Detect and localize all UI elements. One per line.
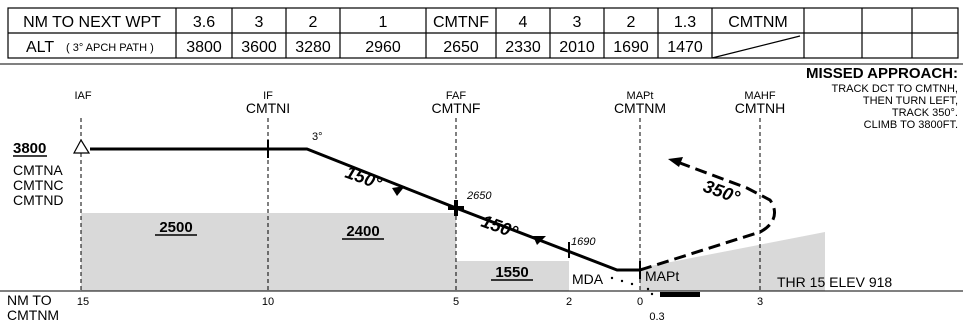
track-label-missed: 350° [701, 176, 744, 208]
direction-arrow-icon [392, 186, 405, 196]
axis-tick: 15 [77, 296, 89, 308]
table-cell: 1.3 [674, 14, 696, 31]
if-name-label: CMTNI [246, 100, 290, 116]
visual-segment-dots [610, 276, 654, 296]
missed-line: TRACK 350°. [892, 107, 958, 119]
descent-profile-line [90, 147, 640, 272]
table-row1-cells: 3.6 3 2 1 CMTNF 4 3 2 1.3 CMTNM [193, 14, 788, 31]
iaf-triangle-icon [72, 138, 91, 154]
table-cell: 1 [379, 14, 388, 31]
missed-line: THEN TURN LEFT, [863, 95, 958, 107]
table-cell: CMTNM [728, 14, 788, 31]
missed-approach-path [639, 161, 776, 272]
iaf-name: CMTNC [13, 177, 64, 193]
path-angle-label: 3° [312, 131, 323, 143]
table-cell: 2010 [559, 39, 595, 56]
table-cell: 2 [309, 14, 318, 31]
table-cell: 3 [255, 14, 264, 31]
mahf-name-label: CMTNH [735, 100, 786, 116]
minimum-altitude-b: 2400 [346, 223, 379, 240]
table-cell: 4 [519, 14, 528, 31]
axis-label-line1: NM TO [7, 292, 52, 308]
table-diagonal [711, 35, 801, 59]
threshold-elevation-label: THR 15 ELEV 918 [777, 274, 892, 290]
mapt-name-label: CMTNM [614, 100, 666, 116]
iaf-name: CMTNA [13, 162, 63, 178]
table-cell: 3.6 [193, 14, 215, 31]
missed-line: CLIMB TO 3800FT. [864, 119, 958, 131]
table-cell: 2960 [365, 39, 401, 56]
axis-label-line2: CMTNM [7, 307, 59, 323]
iaf-altitude: 3800 [13, 140, 46, 157]
axis-tick: 2 [566, 296, 572, 308]
mahf-role-label: MAHF [744, 90, 775, 102]
track-label-seg1: 150° [343, 162, 386, 194]
table-cell: 2330 [505, 39, 541, 56]
faf-altitude-label: 2650 [466, 190, 492, 202]
table-cell: 3600 [241, 39, 277, 56]
missed-approach-line [639, 161, 776, 272]
table-cell: 2 [627, 14, 636, 31]
missed-approach-instructions: TRACK DCT TO CMTNH, THEN TURN LEFT, TRAC… [831, 83, 958, 131]
mda-label: MDA [572, 271, 604, 287]
axis-tick: 0 [637, 296, 643, 308]
missed-arrow-icon [668, 157, 683, 167]
table-cell: CMTNF [433, 14, 489, 31]
runway-bar [660, 292, 700, 297]
axis-sub-tick: 0.3 [649, 311, 664, 323]
missed-line: TRACK DCT TO CMTNH, [831, 83, 958, 95]
axis-tick: 5 [453, 296, 459, 308]
table-cell: 3280 [295, 39, 331, 56]
table-cell: 2650 [443, 39, 479, 56]
iaf-role-label: IAF [74, 90, 91, 102]
mapt-label: MAPt [645, 268, 679, 284]
faf-name-label: CMTNF [432, 100, 481, 116]
iaf-name: CMTND [13, 192, 64, 208]
table-row2-label: ALT [26, 39, 54, 56]
direction-arrow-icon [533, 236, 546, 245]
terrain-block-mid [456, 261, 569, 291]
table-row2-sublabel: ( 3° APCH PATH ) [66, 42, 154, 54]
distance-altitude-table [7, 7, 959, 59]
missed-approach-title: MISSED APPROACH: [806, 65, 958, 82]
table-cell: 3800 [186, 39, 222, 56]
if-role-label: IF [263, 90, 273, 102]
faf-role-label: FAF [446, 90, 466, 102]
terrain-runway-slope [640, 232, 825, 291]
table-cell: 1690 [613, 39, 649, 56]
approach-path [90, 147, 640, 272]
stepdown-altitude-label: 1690 [571, 236, 596, 248]
axis-tick: 3 [757, 296, 763, 308]
axis-tick: 10 [262, 296, 274, 308]
table-row2-cells: 3800 3600 3280 2960 2650 2330 2010 1690 … [186, 39, 703, 56]
axis-tick-labels: 15 10 5 2 0 3 0.3 [77, 296, 763, 323]
table-cell: 1470 [667, 39, 703, 56]
faf-cross-icon [448, 200, 464, 216]
mapt-role-label: MAPt [627, 90, 654, 102]
table-cell: 3 [573, 14, 582, 31]
table-row1-label: NM TO NEXT WPT [23, 14, 161, 31]
track-label-seg2: 150° [479, 211, 522, 243]
minimum-altitude-c: 1550 [495, 264, 528, 281]
minimum-altitude-a: 2500 [159, 219, 192, 236]
